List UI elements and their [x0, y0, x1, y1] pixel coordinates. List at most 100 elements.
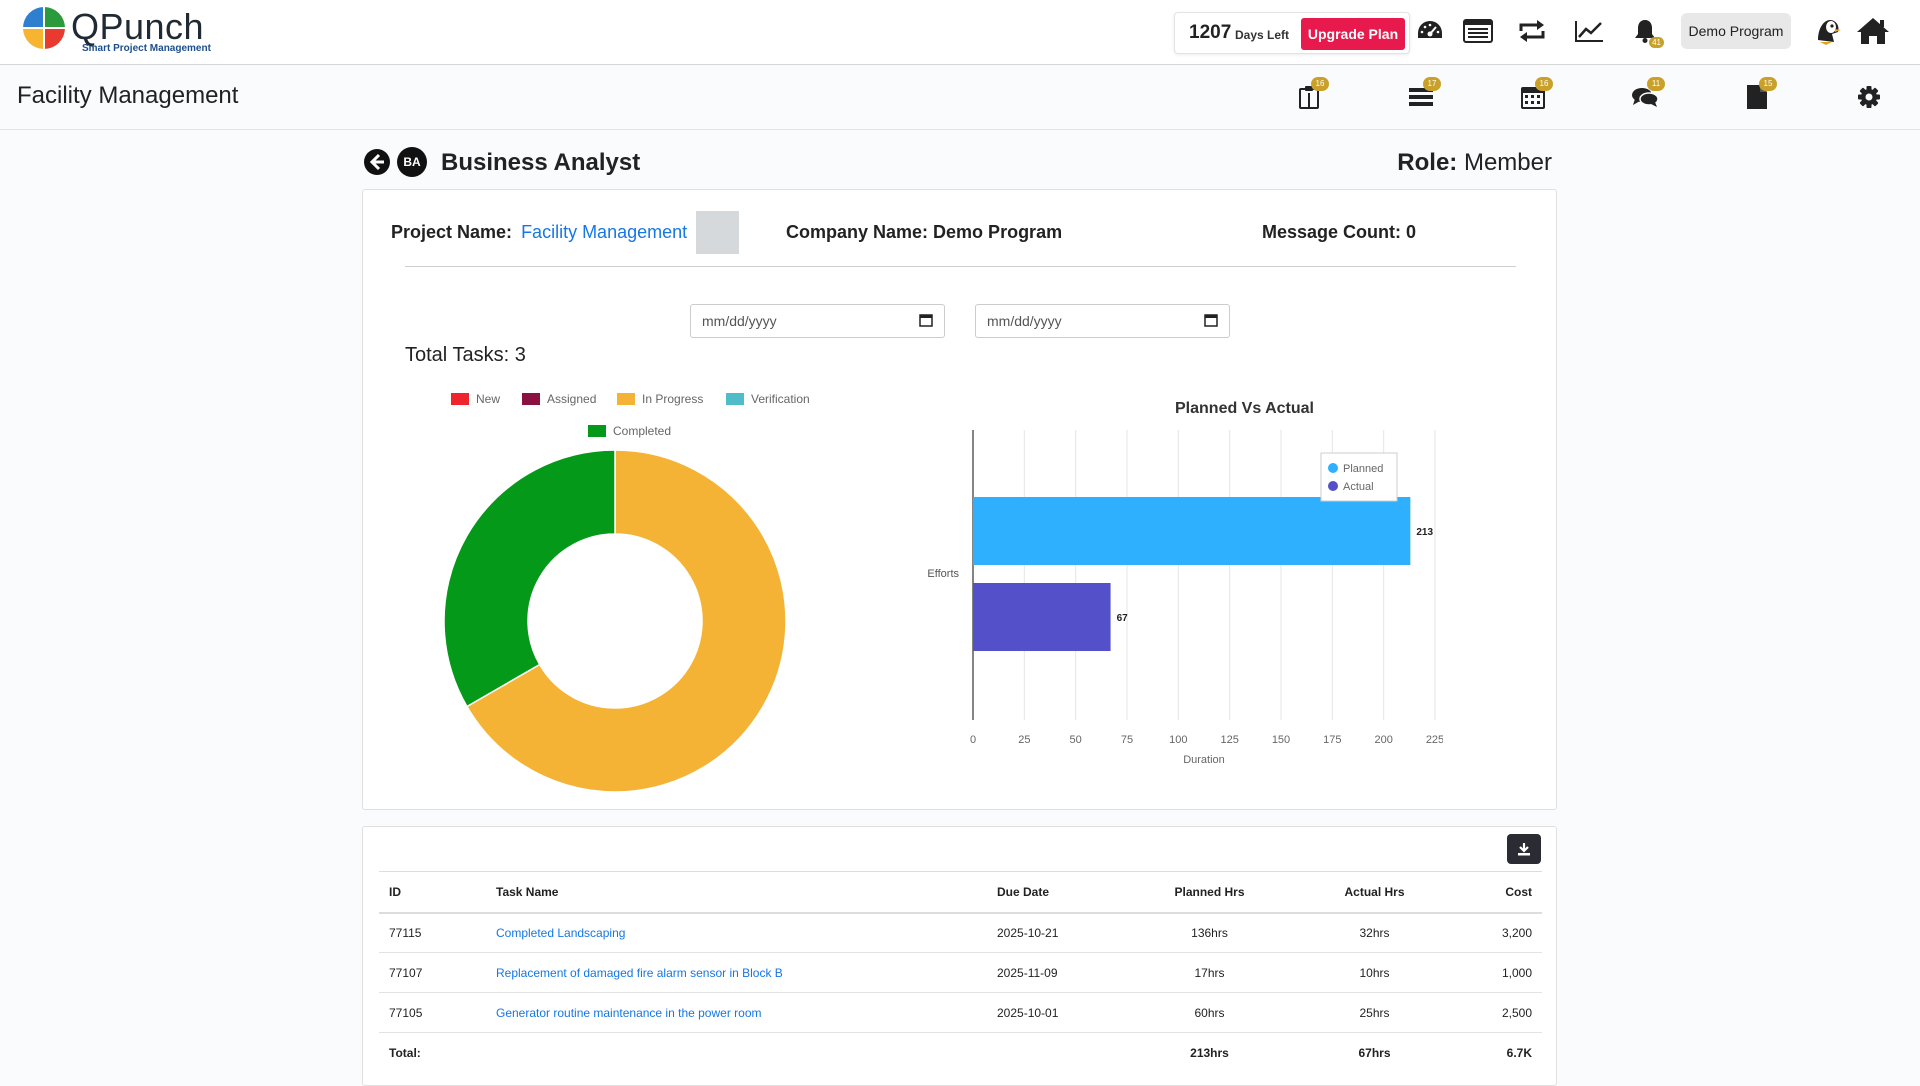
task-name-link[interactable]: Replacement of damaged fire alarm sensor…	[496, 965, 783, 980]
date-from-input[interactable]: mm/dd/yyyy	[690, 304, 945, 338]
legend-swatch	[451, 393, 469, 405]
calendar-picker-icon[interactable]	[1204, 313, 1218, 327]
column-header-cost[interactable]: Cost	[1457, 871, 1542, 914]
donut-slice-in-progress[interactable]	[465, 450, 786, 792]
legend-item-in-progress[interactable]: In Progress	[617, 392, 703, 406]
date-from-placeholder: mm/dd/yyyy	[702, 313, 777, 329]
comments-icon[interactable]: 11	[1627, 77, 1665, 115]
x-tick-label: 100	[1169, 734, 1187, 746]
file-icon[interactable]: 15	[1739, 77, 1777, 115]
clipboard-icon[interactable]: 16	[1291, 77, 1329, 115]
due-date: 2025-11-09	[987, 952, 1127, 993]
company-name-field: Company Name: Demo Program	[786, 222, 1062, 243]
x-tick-label: 200	[1374, 734, 1392, 746]
empty-cell	[486, 1033, 987, 1073]
bell-icon[interactable]: 41	[1628, 14, 1664, 48]
calendar-icon[interactable]: 16	[1515, 77, 1553, 115]
cost: 3,200	[1457, 912, 1542, 953]
total-tasks: Total Tasks: 3	[405, 344, 526, 367]
project-name-link[interactable]: Facility Management	[521, 222, 688, 242]
actual-hrs: 32hrs	[1292, 912, 1457, 953]
column-header-id[interactable]: ID	[379, 871, 486, 914]
task-id: 77105	[379, 992, 486, 1033]
home-icon[interactable]	[1856, 14, 1890, 48]
column-header-due-date[interactable]: Due Date	[987, 871, 1127, 914]
column-header-task-name[interactable]: Task Name	[486, 871, 987, 914]
total-tasks-value: 3	[514, 344, 526, 366]
project-name-label: Project Name:	[391, 222, 513, 242]
tasks-table-card: ID Task Name Due Date Planned Hrs Actual…	[362, 826, 1557, 1086]
x-tick-label: 175	[1323, 734, 1341, 746]
legend-swatch	[726, 393, 744, 405]
total-actual-hrs: 67hrs	[1358, 1045, 1391, 1060]
logo-mark-icon	[22, 6, 66, 50]
legend-item-completed[interactable]: Completed	[588, 424, 671, 438]
tasks-icon[interactable]: 17	[1403, 77, 1441, 115]
person-name: Business Analyst	[441, 149, 641, 176]
table-row: 77105 Generator routine maintenance in t…	[379, 992, 1542, 1033]
project-color-swatch[interactable]	[696, 211, 739, 254]
divider	[405, 266, 1516, 267]
days-left-label: Days Left	[1235, 28, 1290, 42]
total-planned-hrs: 213hrs	[1190, 1045, 1229, 1060]
page-title: Facility Management	[17, 82, 239, 109]
legend-dot	[1328, 481, 1338, 491]
calendar-badge: 16	[1535, 77, 1553, 91]
legend-label: Assigned	[547, 392, 597, 406]
legend-swatch	[522, 393, 540, 405]
back-arrow-icon[interactable]	[363, 148, 391, 176]
calendar-picker-icon[interactable]	[919, 313, 933, 327]
bar-planned[interactable]	[973, 497, 1411, 565]
top-navbar: QPunch Smart Project Management 1207 Day…	[0, 0, 1920, 65]
user-avatar[interactable]	[1810, 12, 1846, 48]
planned-hrs: 136hrs	[1127, 912, 1292, 953]
legend-item-assigned[interactable]: Assigned	[522, 392, 596, 406]
upgrade-plan-button[interactable]: Upgrade Plan	[1301, 18, 1405, 50]
program-selector-button[interactable]: Demo Program	[1681, 13, 1791, 49]
column-header-actual-hrs[interactable]: Actual Hrs	[1292, 871, 1457, 914]
task-status-donut-chart	[444, 450, 786, 792]
tasks-badge: 17	[1423, 77, 1441, 91]
task-name-link[interactable]: Completed Landscaping	[496, 925, 626, 940]
actual-hrs: 10hrs	[1292, 952, 1457, 993]
file-badge: 15	[1759, 77, 1777, 91]
task-name-link[interactable]: Generator routine maintenance in the pow…	[496, 1005, 762, 1020]
logo[interactable]: QPunch Smart Project Management	[22, 6, 232, 56]
task-name-cell: Completed Landscaping	[486, 912, 987, 953]
date-to-input[interactable]: mm/dd/yyyy	[975, 304, 1230, 338]
legend-label: Completed	[613, 424, 672, 438]
bar-value-label: 67	[1117, 613, 1129, 624]
list-icon[interactable]	[1461, 14, 1495, 48]
x-tick-label: 225	[1426, 734, 1443, 746]
task-name-cell: Generator routine maintenance in the pow…	[486, 992, 987, 1033]
sync-icon[interactable]	[1515, 14, 1549, 48]
legend-label-planned[interactable]: Planned	[1343, 463, 1383, 475]
chart-line-icon[interactable]	[1572, 14, 1606, 48]
planned-vs-actual-bar-chart: 0 25 50 75 100 125 150 175 200 225 Efforts 213 67 Dur…	[927, 430, 1443, 766]
legend-label-actual[interactable]: Actual	[1343, 481, 1374, 493]
message-count-label: Message Count:	[1262, 222, 1402, 242]
settings-icon[interactable]	[1851, 79, 1887, 115]
days-left-box: 1207 Days Left Upgrade Plan	[1174, 12, 1410, 54]
dashboard-icon[interactable]	[1413, 14, 1447, 48]
days-left-value: 1207	[1189, 22, 1232, 43]
initials-avatar: BA	[397, 147, 427, 177]
x-tick-label: 25	[1018, 734, 1030, 746]
brand-tagline: Smart Project Management	[82, 43, 211, 54]
message-count-value: 0	[1406, 222, 1417, 242]
donut-slice-completed[interactable]	[444, 450, 616, 708]
date-to-placeholder: mm/dd/yyyy	[987, 313, 1062, 329]
column-header-planned-hrs[interactable]: Planned Hrs	[1127, 871, 1292, 914]
task-id: 77107	[379, 952, 486, 993]
legend-dot	[1328, 463, 1338, 473]
clipboard-badge: 16	[1311, 77, 1329, 91]
project-toolbar: Facility Management 16 17 16 11 15	[0, 65, 1920, 130]
legend-item-new[interactable]: New	[451, 392, 500, 406]
table-total-row: Total: 213hrs 67hrs 6.7K	[379, 1033, 1542, 1073]
legend-label: New	[476, 392, 501, 406]
download-button[interactable]	[1507, 834, 1541, 864]
tasks-table: ID Task Name Due Date Planned Hrs Actual…	[379, 871, 1542, 1073]
task-name-cell: Replacement of damaged fire alarm sensor…	[486, 952, 987, 993]
legend-item-verification[interactable]: Verification	[726, 392, 810, 406]
bar-actual[interactable]	[973, 583, 1111, 651]
